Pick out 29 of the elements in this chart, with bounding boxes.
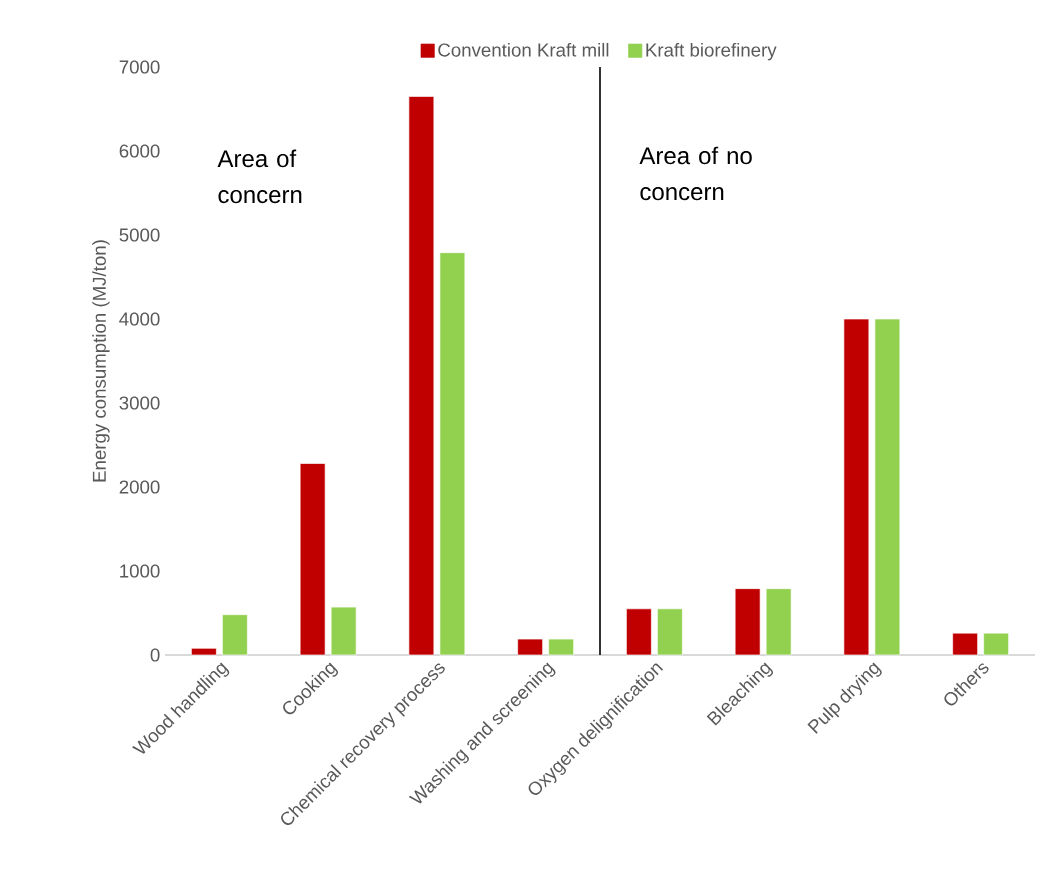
- annotation: Area of no concern: [639, 146, 752, 201]
- bar: [439, 252, 466, 656]
- bar: [299, 463, 326, 656]
- y-tick-label: 5000: [119, 228, 160, 242]
- bar: [952, 632, 978, 656]
- bar: [330, 606, 357, 656]
- y-tick-label: 2000: [119, 480, 160, 494]
- bar: [843, 318, 870, 656]
- y-tick-label: 3000: [119, 396, 160, 410]
- bar: [734, 588, 761, 656]
- bar: [548, 638, 574, 656]
- y-tick-label: 0: [150, 648, 160, 662]
- y-axis-title: Energy consumption (MJ/ton): [92, 240, 110, 482]
- annotation: Area of concern: [217, 149, 302, 204]
- legend-label: Kraft biorefinery: [646, 42, 777, 61]
- y-tick-label: 1000: [120, 564, 160, 578]
- bar: [626, 608, 652, 656]
- bar: [517, 638, 543, 656]
- y-tick-label: 6000: [119, 144, 160, 158]
- y-tick-label: 4000: [119, 312, 160, 326]
- bar: [765, 588, 792, 656]
- bar: [222, 614, 248, 656]
- bar: [657, 608, 683, 656]
- legend-label: Convention Kraft mill: [438, 42, 609, 57]
- y-tick-label: 7000: [119, 60, 160, 74]
- bar: [874, 318, 901, 656]
- bar: [983, 632, 1009, 656]
- bar: [408, 96, 435, 656]
- bar: [191, 647, 217, 656]
